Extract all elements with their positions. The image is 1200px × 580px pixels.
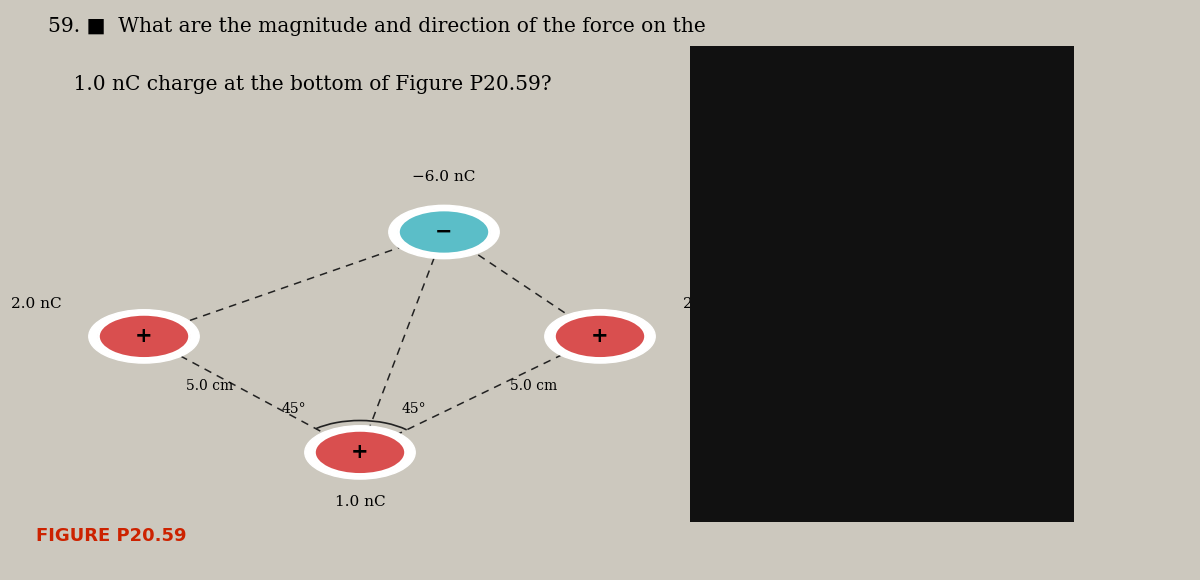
Text: 1.0 nC charge at the bottom of Figure P20.59?: 1.0 nC charge at the bottom of Figure P2… bbox=[48, 75, 552, 95]
Text: 45°: 45° bbox=[402, 402, 426, 416]
Circle shape bbox=[89, 310, 199, 363]
Bar bbox=[690, 162, 966, 522]
Text: −: − bbox=[436, 222, 452, 242]
Circle shape bbox=[314, 430, 406, 474]
Circle shape bbox=[305, 426, 415, 479]
Text: 5.0 cm: 5.0 cm bbox=[510, 379, 558, 393]
Text: 45°: 45° bbox=[282, 402, 306, 416]
Circle shape bbox=[554, 314, 646, 358]
Text: 2.0 nC: 2.0 nC bbox=[11, 298, 61, 311]
Circle shape bbox=[545, 310, 655, 363]
Text: −6.0 nC: −6.0 nC bbox=[413, 170, 475, 184]
Text: 2.0 nC: 2.0 nC bbox=[683, 298, 733, 311]
Circle shape bbox=[398, 210, 490, 254]
Text: +: + bbox=[592, 327, 608, 346]
Circle shape bbox=[389, 205, 499, 259]
Text: +: + bbox=[136, 327, 152, 346]
Circle shape bbox=[98, 314, 190, 358]
Text: 1.0 nC: 1.0 nC bbox=[335, 495, 385, 509]
Text: 59. ■  What are the magnitude and direction of the force on the: 59. ■ What are the magnitude and directi… bbox=[48, 17, 706, 37]
Text: FIGURE P20.59: FIGURE P20.59 bbox=[36, 527, 186, 545]
Text: 5.0 cm: 5.0 cm bbox=[186, 379, 234, 393]
Text: +: + bbox=[352, 443, 368, 462]
Bar bbox=[690, 46, 1074, 522]
